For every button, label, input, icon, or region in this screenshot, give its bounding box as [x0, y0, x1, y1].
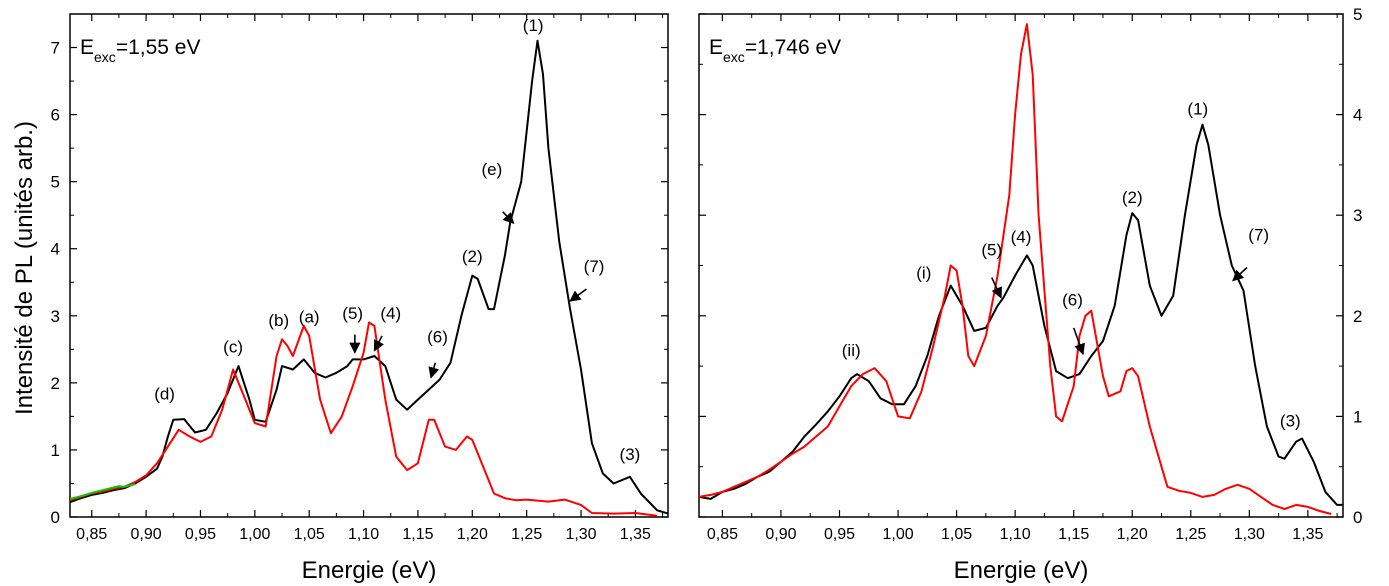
annotation-arrow [1232, 266, 1248, 282]
x-tick-label: 1,35 [1292, 526, 1323, 543]
series-line-3 [70, 483, 136, 500]
x-tick-label: 1,35 [620, 526, 651, 543]
series-line-2 [699, 23, 1332, 515]
peak-label: (e) [481, 160, 502, 179]
x-tick-label: 1,05 [294, 526, 325, 543]
x-tick-label: 1,10 [1000, 526, 1031, 543]
x-tick-label: 1,15 [402, 526, 433, 543]
series-line-2 [70, 321, 658, 517]
peak-label: (7) [1248, 225, 1269, 244]
y-tick-label: 5 [51, 173, 60, 192]
peak-label: (2) [462, 247, 483, 266]
annotation-arrow [1072, 327, 1085, 356]
y-tick-label: 3 [51, 307, 60, 326]
x-tick-label: 0,85 [76, 526, 107, 543]
x-tick-label: 1,20 [457, 526, 488, 543]
peak-label: (ii) [842, 341, 861, 360]
annotation-arrow [569, 288, 587, 302]
x-tick-label: 1,10 [348, 526, 379, 543]
peak-label: (6) [1062, 291, 1083, 310]
y-tick-label: 1 [51, 441, 60, 460]
peak-label: (6) [427, 328, 448, 347]
x-tick-label: 1,30 [1234, 526, 1265, 543]
excitation-energy-label: Eexc=1,55 eV [80, 36, 200, 65]
x-axis-title: Energie (eV) [954, 557, 1089, 584]
peak-label: (i) [916, 264, 931, 283]
x-tick-label: 1,25 [511, 526, 542, 543]
x-tick-label: 1,30 [565, 526, 596, 543]
y-tick-label: 0 [51, 508, 60, 527]
peak-label: (b) [268, 311, 289, 330]
x-tick-label: 0,95 [824, 526, 855, 543]
annotation-arrow [991, 277, 1002, 299]
peak-label: (1) [1187, 100, 1208, 119]
data-lines [70, 39, 668, 517]
peak-label: (c) [223, 338, 243, 357]
y-tick-label: 4 [1353, 106, 1362, 125]
peak-label: (5) [342, 304, 363, 323]
peak-label: (5) [981, 240, 1002, 259]
plot-frame [69, 13, 669, 518]
x-tick-label: 1,00 [239, 526, 270, 543]
y-tick-label: 0 [1353, 508, 1362, 527]
annotation-arrow [428, 362, 440, 379]
excitation-energy-label: Eexc=1,746 eV [709, 36, 841, 65]
annotation-arrow [373, 335, 385, 352]
x-tick-label: 0,85 [707, 526, 738, 543]
series-line-1 [70, 39, 668, 515]
peak-label: (4) [380, 304, 401, 323]
y-tick-label: 1 [1353, 407, 1362, 426]
y-tick-label: 5 [1353, 5, 1362, 24]
y-tick-label: 7 [51, 39, 60, 58]
y-axis-title: Intensité de PL (unités arb.) [11, 121, 38, 415]
peak-label: (4) [1011, 227, 1032, 246]
x-tick-label: 0,90 [131, 526, 162, 543]
y-tick-label: 3 [1353, 206, 1362, 225]
y-tick-label: 6 [51, 106, 60, 125]
peak-label: (7) [584, 257, 605, 276]
chart-panel-2: 0,85 0,90 0,95 1,00 1,05 1,10 1,15 1,20 1,25 1,30… [698, 5, 1362, 584]
peak-label: (1) [523, 16, 544, 35]
y-tick-label: 4 [51, 240, 60, 259]
x-tick-label: 1,05 [941, 526, 972, 543]
peak-label: (3) [620, 445, 641, 464]
x-tick-label: 1,20 [1117, 526, 1148, 543]
annotation-arrow [502, 211, 515, 225]
x-tick-label: 1,15 [1058, 526, 1089, 543]
data-lines [699, 23, 1343, 515]
peak-label: (2) [1122, 188, 1143, 207]
peak-label: (a) [299, 308, 320, 327]
series-line-1 [699, 123, 1343, 506]
y-tick-label: 2 [1353, 307, 1362, 326]
x-tick-label: 0,90 [765, 526, 796, 543]
chart-panel-1: 0,85 0,90 0,95 1,00 1,05 1,10 1,15 1,20 1,25 1,30… [51, 13, 669, 584]
y-tick-label: 2 [51, 374, 60, 393]
peak-label: (3) [1280, 411, 1301, 430]
peak-label: (d) [154, 385, 175, 404]
x-axis-title: Energie (eV) [302, 557, 437, 584]
x-tick-label: 1,00 [882, 526, 913, 543]
x-tick-label: 0,95 [185, 526, 216, 543]
x-tick-label: 1,25 [1175, 526, 1206, 543]
